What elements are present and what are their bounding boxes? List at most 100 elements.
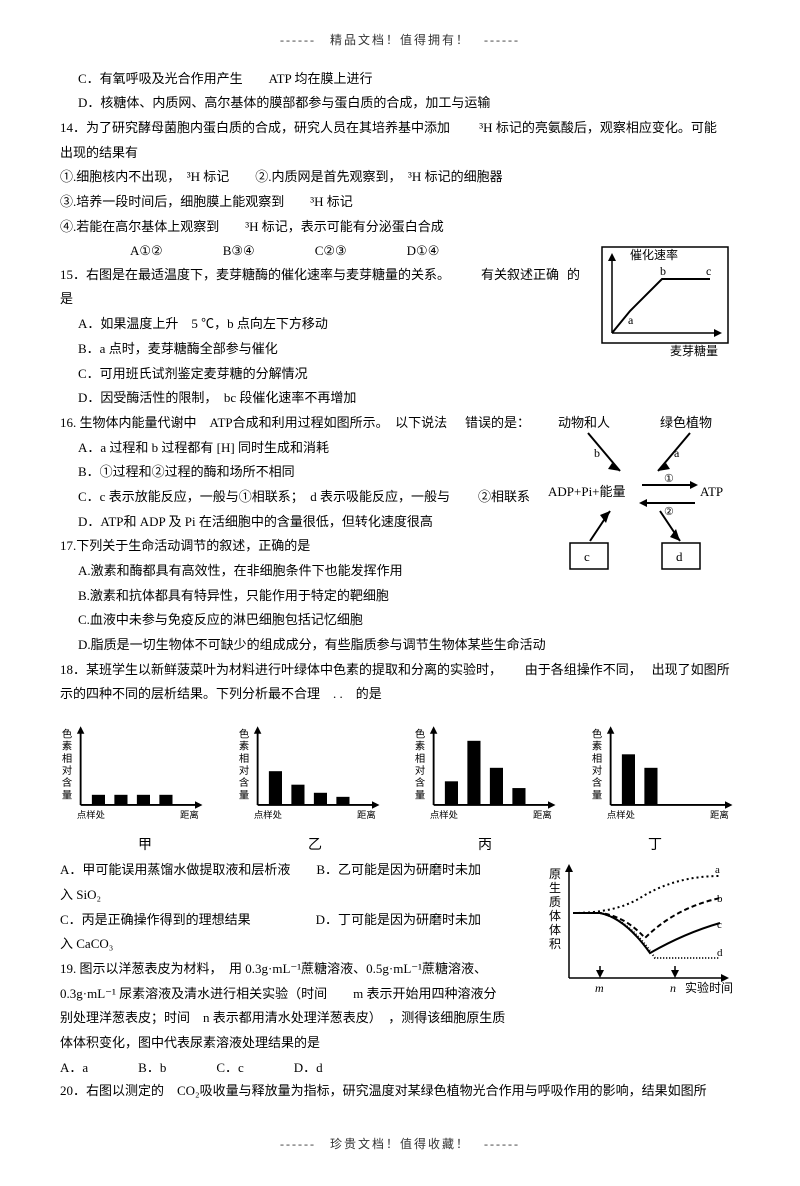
svg-text:对: 对 <box>239 764 249 777</box>
q16-diagram: 动物和人 绿色植物 b a ADP+Pi+能量 ATP ① ② c d <box>540 411 740 581</box>
q14-opt-c: C②③ <box>315 239 347 262</box>
q15-d: D．因受酶活性的限制， bc 段催化速率不再增加 <box>60 386 740 411</box>
q16-a: a <box>674 446 680 460</box>
svg-text:体: 体 <box>549 923 561 937</box>
q18-chart-d: 色素相对含量点样处距离 <box>590 719 740 829</box>
q16-top1: 动物和人 <box>558 415 610 430</box>
q18-lbl-b: 乙 <box>308 833 322 858</box>
q14-stem-a: 14．为了研究酵母菌胞内蛋白质的合成，研究人员在其培养基中添加 <box>60 120 450 135</box>
svg-text:距离: 距离 <box>357 809 376 821</box>
svg-text:含: 含 <box>62 776 72 789</box>
svg-text:对: 对 <box>592 764 602 777</box>
q19-a: a <box>715 864 720 876</box>
svg-text:量: 量 <box>62 790 72 802</box>
q17-c: C.血液中未参与免疫反应的淋巴细胞包括记忆细胞 <box>60 608 740 633</box>
q16-stem-end: 错误的是： <box>465 411 530 436</box>
q18-s3: 出现了如图所 <box>652 662 730 677</box>
q20-stem: 20．右图以测定的 CO₂吸收量与释放量为指标，研究温度对某绿色植物光合作用与呼… <box>60 1079 740 1104</box>
q15-xlabel: 麦芽糖量 <box>670 343 718 358</box>
svg-text:点样处: 点样处 <box>77 809 106 821</box>
q14-l1: ①.细胞核内不出现， ³H 标记 ②.内质网是首先观察到， ³H 标记的细胞器 <box>60 165 740 190</box>
q18-s2: 由于各组操作不同， <box>525 662 636 677</box>
q19-c: c <box>717 919 722 931</box>
q18-lbl-c: 丙 <box>478 833 492 858</box>
q19-xlabel: 实验时间 <box>685 980 733 995</box>
q14-options: A①② B③④ C②③ D①④ <box>60 239 580 262</box>
q14-opt-d: D①④ <box>407 239 440 262</box>
q18-stem: 18．某班学生以新鲜菠菜叶为材料进行叶绿体中色素的提取和分离的实验时， 由于各组… <box>60 658 740 683</box>
q14-l3: ④.若能在高尔基体上观察到 ³H 标记，表示可能有分泌蛋白合成 <box>60 215 740 240</box>
svg-text:量: 量 <box>415 790 425 802</box>
q14-opt-b: B③④ <box>223 239 255 262</box>
q16-circ2: ② <box>664 506 674 518</box>
q15-pt-a: a <box>628 313 634 327</box>
q18-charts: 色素相对含量点样处距离 色素相对含量点样处距离 色素相对含量点样处距离 色素相对… <box>60 719 740 829</box>
svg-text:色: 色 <box>62 728 72 741</box>
svg-text:含: 含 <box>239 776 249 789</box>
q19-opt-a: A．a <box>60 1056 88 1079</box>
q18-stem4: 示的四种不同的层析结果。下列分析最不合理 . . 的是 <box>60 682 740 707</box>
q14-stem: 14．为了研究酵母菌胞内蛋白质的合成，研究人员在其培养基中添加 ³H 标记的亮氨… <box>60 116 740 141</box>
q19-opt-b: B．b <box>138 1056 166 1079</box>
q19-opt-c: C．c <box>216 1056 243 1079</box>
q14-l2: ③.培养一段时间后，细胞膜上能观察到 ³H 标记 <box>60 190 740 215</box>
q15-c: C．可用班氏试剂鉴定麦芽糖的分解情况 <box>60 362 740 387</box>
svg-text:相: 相 <box>62 752 72 765</box>
q14-stem-b: ³H 标记的亮氨酸后，观察相应变化。可能 <box>479 120 717 135</box>
q19-d: d <box>717 947 723 959</box>
svg-text:含: 含 <box>415 776 425 789</box>
q16-atp: ATP <box>700 484 723 499</box>
svg-text:积: 积 <box>549 937 561 951</box>
q13-opt-d: D．核糖体、内质网、高尔基体的膜部都参与蛋白质的合成，加工与运输 <box>60 91 740 116</box>
q16-stem-a: 16. 生物体内能量代谢中 ATP合成和利用过程如图所示。 以下说法 <box>60 415 447 430</box>
svg-text:距离: 距离 <box>710 809 729 821</box>
q18-chart-c: 色素相对含量点样处距离 <box>413 719 563 829</box>
svg-text:对: 对 <box>415 764 425 777</box>
q19-yl1: 原 <box>549 867 561 881</box>
svg-text:色: 色 <box>592 728 602 741</box>
svg-text:生: 生 <box>549 881 561 895</box>
q18-lbl-d: 丁 <box>648 833 662 858</box>
q18-labels: 甲 乙 丙 丁 <box>60 833 740 858</box>
q16-top2: 绿色植物 <box>660 415 712 430</box>
svg-text:点样处: 点样处 <box>430 809 459 821</box>
svg-text:素: 素 <box>239 740 249 753</box>
q14-stem3: 出现的结果有 <box>60 141 740 166</box>
svg-text:色: 色 <box>415 728 425 741</box>
q19-m: m <box>595 981 604 995</box>
q15-stem-r: 有关叙述正确 <box>481 263 559 288</box>
q15-stem-end: 的 <box>567 263 580 288</box>
svg-text:点样处: 点样处 <box>607 809 636 821</box>
q18-lbl-a: 甲 <box>138 833 152 858</box>
q19-chart: 原 生 质 体 体 积 a b c d m n 实验时间 <box>545 858 740 1008</box>
q16-b: b <box>594 446 600 460</box>
svg-text:素: 素 <box>62 740 72 753</box>
q15-chart: a b c 催化速率 麦芽糖量 <box>590 239 740 359</box>
q13-opt-c: C．有氧呼吸及光合作用产生 ATP 均在膜上进行 <box>60 67 740 92</box>
page-footer: ------ 珍贵文档！值得收藏！ ------ <box>60 1134 740 1156</box>
q16-c: c <box>584 549 590 564</box>
q19-opt-d: D．d <box>294 1056 323 1079</box>
q16-circ1: ① <box>664 473 674 485</box>
svg-text:量: 量 <box>239 790 249 802</box>
svg-text:相: 相 <box>592 752 602 765</box>
q16-mid: ADP+Pi+能量 <box>548 484 626 499</box>
q16-c1: C．c 表示放能反应，一般与①相联系； d 表示吸能反应，一般与 <box>78 489 450 504</box>
q18-s1: 18．某班学生以新鲜菠菜叶为材料进行叶绿体中色素的提取和分离的实验时， <box>60 662 496 677</box>
svg-text:素: 素 <box>415 740 425 753</box>
q15-stem1: 15．右图是在最适温度下，麦芽糖酶的催化速率与麦芽糖量的关系。 <box>60 267 450 282</box>
q14-opt-a: A①② <box>130 239 163 262</box>
q19-n: n <box>670 981 676 995</box>
q16-c2: ②相联系 <box>478 485 530 510</box>
svg-text:体: 体 <box>549 909 561 923</box>
q18-chart-a: 色素相对含量点样处 距离 <box>60 719 210 829</box>
q18-chart-b: 色素相对含量点样处距离 <box>237 719 387 829</box>
svg-text:相: 相 <box>415 752 425 765</box>
q19-s3: 别处理洋葱表皮；时间 n 表示都用清水处理洋葱表皮） ，测得该细胞原生质 <box>60 1006 740 1031</box>
svg-text:质: 质 <box>549 895 561 909</box>
q15-pt-c: c <box>706 264 711 278</box>
svg-text:对: 对 <box>62 764 72 777</box>
svg-text:距离: 距离 <box>180 809 199 821</box>
svg-text:含: 含 <box>592 776 602 789</box>
q17-b: B.激素和抗体都具有特异性，只能作用于特定的靶细胞 <box>60 584 740 609</box>
